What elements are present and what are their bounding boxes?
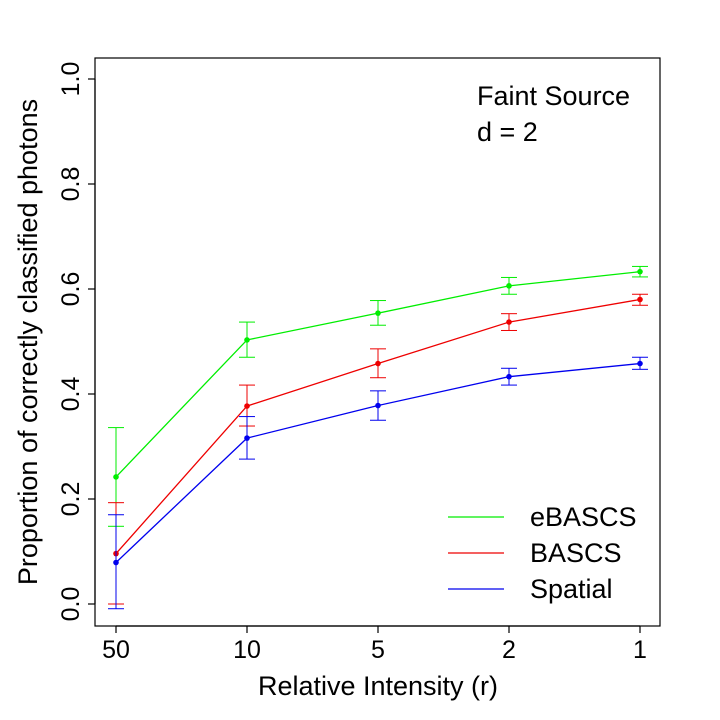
y-tick-label: 0.8 <box>57 167 85 202</box>
y-axis: 0.0 0.2 0.4 0.6 0.8 1.0 <box>57 62 96 622</box>
x-tick-label: 10 <box>233 636 261 664</box>
data-point <box>244 337 250 343</box>
data-point <box>375 310 381 316</box>
legend-item-ebascs: eBASCS <box>448 502 637 532</box>
legend: eBASCS BASCS Spatial <box>448 502 637 604</box>
y-tick-label: 0.6 <box>57 272 85 307</box>
y-axis-title: Proportion of correctly classified photo… <box>13 99 43 585</box>
y-tick-label: 0.2 <box>57 482 85 517</box>
x-axis-title: Relative Intensity (r) <box>258 671 498 701</box>
y-tick-label: 0.4 <box>57 377 85 412</box>
annotation-faint-source: Faint Source <box>477 81 630 111</box>
data-point <box>375 360 381 367</box>
x-tick-label: 2 <box>502 636 516 664</box>
legend-item-spatial: Spatial <box>448 574 613 604</box>
legend-label: BASCS <box>530 538 622 568</box>
x-tick-label: 50 <box>102 636 130 664</box>
data-point <box>506 373 512 380</box>
data-point <box>113 559 119 566</box>
x-tick-label: 5 <box>371 636 385 664</box>
legend-label: Spatial <box>530 574 613 604</box>
x-tick-label: 1 <box>633 636 647 664</box>
data-point <box>113 474 119 480</box>
data-point <box>637 268 643 275</box>
series-layer <box>108 265 648 610</box>
legend-label: eBASCS <box>530 502 637 532</box>
annotation-d: d = 2 <box>477 117 538 147</box>
series-ebascs <box>108 265 648 527</box>
y-tick-label: 0.0 <box>57 587 85 622</box>
data-point <box>506 319 512 325</box>
data-point <box>375 402 381 409</box>
data-point <box>506 283 512 289</box>
data-point <box>637 360 643 367</box>
legend-item-bascs: BASCS <box>448 538 622 568</box>
y-tick-label: 1.0 <box>57 62 85 97</box>
data-point <box>244 403 250 409</box>
data-point <box>637 296 643 303</box>
data-point <box>244 435 250 441</box>
x-axis: 50 10 5 2 1 <box>102 625 647 664</box>
series-spatial <box>108 356 648 610</box>
